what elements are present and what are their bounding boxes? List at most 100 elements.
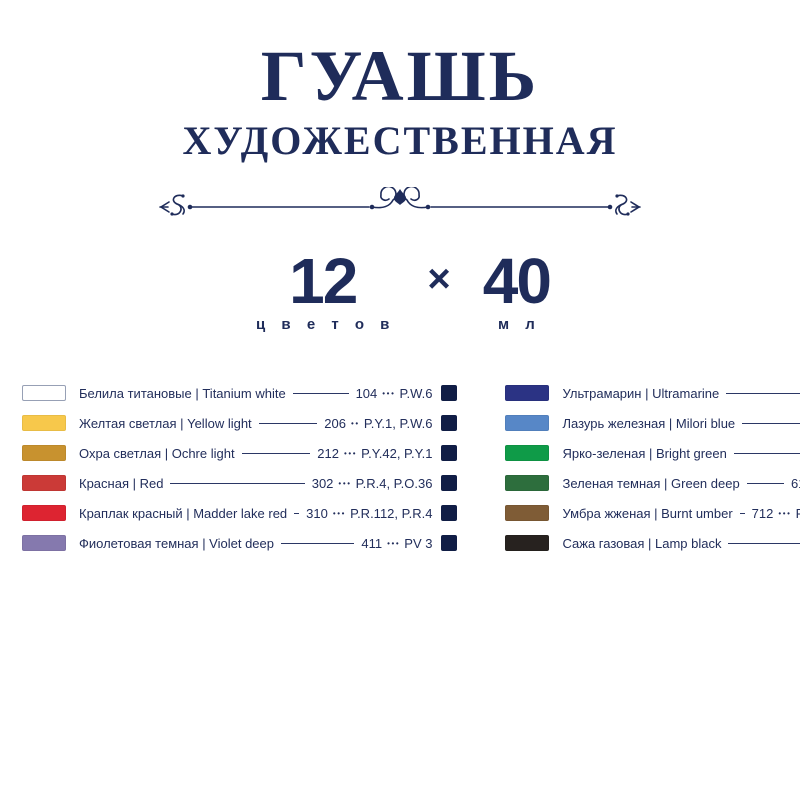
color-number: 310 <box>306 505 328 521</box>
lightfastness-dots: ••• <box>343 448 358 458</box>
volume-label: м л <box>497 316 541 333</box>
page-subtitle: ХУДОЖЕСТВЕННАЯ <box>182 118 618 163</box>
color-swatch <box>22 385 66 401</box>
multiply-sign: × <box>427 257 451 301</box>
color-code: 712 •••P.Br.6, P.R.101, P.Y.42 <box>752 506 800 521</box>
color-name: Сажа газовая | Lamp black <box>562 535 722 551</box>
color-list-right-column: Ультрамарин | Ultramarine 511•••P.Bl. 29… <box>505 378 800 558</box>
color-number: 212 <box>317 445 339 461</box>
color-name: Ярко-зеленая | Bright green <box>562 445 727 461</box>
color-number: 206 <box>324 415 346 431</box>
pigment-index: P.Br.6, P.R.101, P.Y.42 <box>795 505 800 521</box>
color-name: Белила титановые | Titanium white <box>79 385 286 401</box>
color-name: Зеленая темная | Green deep <box>562 475 740 491</box>
color-name: Фиолетовая темная | Violet deep <box>79 535 274 551</box>
color-name: Краплак красный | Madder lake red <box>79 505 288 521</box>
lightfastness-dots: ••• <box>778 508 792 518</box>
header: ГУАШЬ ХУДОЖЕСТВЕННАЯ <box>0 40 800 161</box>
leader-line <box>739 512 745 514</box>
color-number: 411 <box>361 535 383 551</box>
page-title: ГУАШЬ <box>260 36 540 116</box>
color-row: Сажа газовая | Lamp black 813•••PBk 7 <box>505 528 800 558</box>
leader-line <box>241 452 311 454</box>
leader-line <box>292 392 349 394</box>
leader-line <box>258 422 318 424</box>
color-swatch <box>505 535 550 551</box>
color-number: 615 <box>790 475 800 491</box>
leader-line <box>728 542 800 544</box>
color-code: 302 ••• P.R.4, P.O.36 <box>312 476 433 491</box>
color-name: Желтая светлая | Yellow light <box>79 415 252 431</box>
leader-line <box>733 452 800 454</box>
color-row: Ультрамарин | Ultramarine 511•••P.Bl. 29 <box>505 378 800 408</box>
color-name: Ультрамарин | Ultramarine <box>562 385 720 401</box>
color-swatch <box>22 415 66 431</box>
corner-square <box>441 505 458 521</box>
color-swatch <box>505 445 550 461</box>
color-row: Белила титановые | Titanium white 104 •••… <box>22 378 458 408</box>
lightfastness-dots: •• <box>351 418 360 428</box>
color-swatch <box>22 535 66 551</box>
color-row: Умбра жженая | Burnt umber 712 •••P.Br.6,… <box>505 498 800 528</box>
color-swatch <box>505 415 550 431</box>
lightfastness-dots: ••• <box>382 388 396 398</box>
corner-square <box>441 415 458 431</box>
volume-group: 40 м л <box>482 245 552 333</box>
pigment-index: P.Y.1, P.W.6 <box>363 415 433 431</box>
color-code: 310 ••• P.R.112, P.R.4 <box>306 506 432 521</box>
color-number: 104 <box>355 385 378 401</box>
color-swatch <box>22 505 66 521</box>
color-name: Красная | Red <box>79 475 164 491</box>
color-row: Красная | Red 302 ••• P.R.4, P.O.36 <box>22 468 458 498</box>
color-number: 302 <box>311 475 334 491</box>
lightfastness-dots: ••• <box>387 538 401 548</box>
divider-ornament-icon <box>159 187 641 216</box>
ornamental-divider <box>0 187 800 229</box>
lightfastness-dots: ••• <box>338 478 352 488</box>
color-swatch <box>505 385 550 401</box>
leader-line <box>726 392 800 394</box>
colors-count: 12 <box>289 245 358 317</box>
color-swatch <box>22 475 66 491</box>
color-name: Охра светлая | Ochre light <box>79 445 235 461</box>
color-swatch <box>505 505 550 521</box>
leader-line <box>294 512 300 514</box>
color-row: Зеленая темная | Green deep 615•••P.G.8,… <box>505 468 800 498</box>
color-code: 615•••P.G.8, P.Bl.15:3 <box>791 476 800 491</box>
color-number: 712 <box>751 505 774 521</box>
color-name: Умбра жженая | Burnt umber <box>562 505 733 521</box>
leader-line <box>742 422 800 424</box>
color-code: 104 ••• P.W.6 <box>356 386 433 401</box>
set-summary: 12 ц в е т о в × 40 м л <box>0 249 800 333</box>
leader-line <box>170 482 305 484</box>
pigment-index: P.R.112, P.R.4 <box>350 505 433 521</box>
color-list-left-column: Белила титановые | Titanium white 104 •••… <box>22 378 458 558</box>
color-code: 212 ••• P.Y.42, P.Y.1 <box>317 446 432 461</box>
corner-square <box>441 385 458 401</box>
color-swatch <box>505 475 550 491</box>
color-row: Фиолетовая темная | Violet deep 411 ••• PV… <box>22 528 458 558</box>
color-row: Желтая светлая | Yellow light 206 •• P.Y.1… <box>22 408 458 438</box>
corner-square <box>441 475 458 491</box>
color-row: Краплак красный | Madder lake red 310 •••… <box>22 498 458 528</box>
pigment-index: P.R.4, P.O.36 <box>355 475 433 491</box>
pigment-index: PV 3 <box>404 535 433 551</box>
pigment-index: P.W.6 <box>399 385 433 401</box>
colors-count-group: 12 ц в е т о в <box>250 249 395 333</box>
colors-count-label: ц в е т о в <box>256 316 396 333</box>
lightfastness-dots: ••• <box>332 508 347 518</box>
pigment-index: P.Y.42, P.Y.1 <box>361 445 433 461</box>
color-row: Ярко-зеленая | Bright green 609•••P.G.7,… <box>505 438 800 468</box>
color-name: Лазурь железная | Milori blue <box>562 415 736 431</box>
color-list: Белила титановые | Titanium white 104 •••… <box>22 378 800 558</box>
color-row: Охра светлая | Ochre light 212 ••• P.Y.42,… <box>22 438 458 468</box>
volume-number: 40 <box>482 245 552 317</box>
color-row: Лазурь железная | Milori blue 510•••P.Bl… <box>505 408 800 438</box>
color-code: 206 •• P.Y.1, P.W.6 <box>324 416 432 431</box>
corner-square <box>441 535 458 551</box>
leader-line <box>746 482 784 484</box>
corner-square <box>441 445 458 461</box>
color-code: 411 ••• PV 3 <box>361 536 432 551</box>
leader-line <box>281 542 355 544</box>
